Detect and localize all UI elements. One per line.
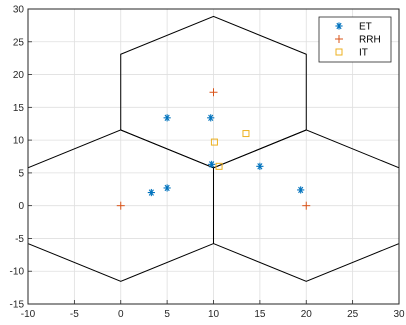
x-tick-label: 5 — [164, 309, 170, 320]
y-tick-label: 10 — [13, 136, 25, 147]
marker-stroke — [335, 48, 343, 56]
x-tick-label: 25 — [347, 309, 359, 320]
data-point-rrh — [302, 201, 311, 210]
data-point-it — [210, 138, 218, 146]
x-tick-label: -5 — [70, 309, 79, 320]
data-point-rrh — [116, 201, 125, 210]
data-point-et — [297, 186, 305, 194]
marker-stroke — [215, 162, 223, 170]
y-tick-label: 0 — [18, 201, 24, 212]
y-tick-label: -15 — [10, 300, 25, 311]
data-point-et — [256, 162, 264, 170]
hexagon-cells — [28, 15, 399, 282]
legend-items: ET RRH IT — [335, 22, 381, 59]
legend-marker — [335, 48, 343, 56]
x-tick-label: 10 — [208, 309, 220, 320]
hexagon-cell — [212, 129, 399, 282]
data-point-rrh — [209, 88, 218, 97]
legend-label: ET — [359, 22, 372, 33]
data-point-et — [163, 184, 171, 192]
y-tick-label: 30 — [13, 5, 25, 16]
data-point-et — [207, 114, 215, 122]
series-et — [147, 114, 305, 197]
legend-item-it: IT — [335, 48, 368, 59]
marker-stroke — [210, 138, 218, 146]
data-point-it — [242, 130, 250, 138]
legend-item-et: ET — [335, 22, 372, 33]
data-series — [116, 88, 311, 210]
y-tick-label: -5 — [15, 234, 24, 245]
marker-stroke — [242, 130, 250, 138]
series-rrh — [116, 88, 311, 210]
legend: ET RRH IT — [318, 16, 392, 63]
y-tick-label: 5 — [18, 168, 24, 179]
legend-label: IT — [359, 48, 368, 59]
legend-label: RRH — [359, 35, 381, 46]
y-tick-label: -10 — [10, 267, 25, 278]
x-tick-label: -10 — [21, 309, 36, 320]
x-tick-label: 15 — [254, 309, 266, 320]
legend-box — [318, 16, 392, 63]
legend-marker — [335, 35, 343, 43]
y-tick-label: 20 — [13, 70, 25, 81]
x-tick-label: 0 — [118, 309, 124, 320]
series-it — [210, 130, 250, 170]
x-tick-label: 30 — [393, 309, 405, 320]
y-tick-label: 15 — [13, 103, 25, 114]
data-point-et — [147, 188, 155, 197]
y-tick-label: 25 — [13, 37, 25, 48]
legend-marker — [335, 22, 343, 30]
data-point-it — [215, 162, 223, 170]
data-point-et — [208, 160, 216, 168]
x-tick-label: 20 — [301, 309, 313, 320]
data-point-et — [163, 114, 171, 122]
legend-item-rrh: RRH — [335, 35, 381, 46]
